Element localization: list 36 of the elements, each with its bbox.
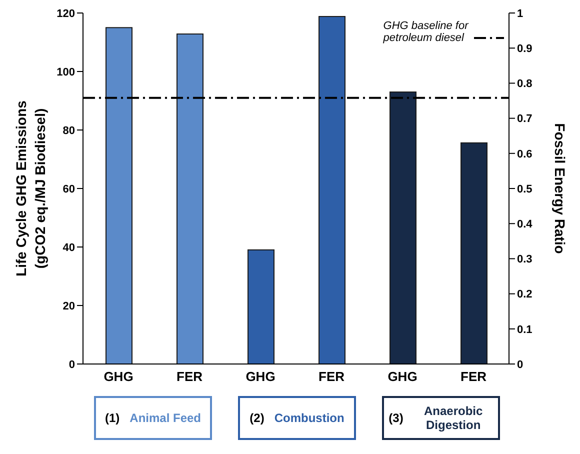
y-tick-label: 0 (68, 358, 75, 371)
y2-tick-label: 0.8 (517, 78, 532, 90)
y-tick-label: 120 (56, 8, 75, 20)
y2-axis-title: Fossil Energy Ratio (552, 123, 568, 254)
text: (2) Combustion (250, 411, 344, 425)
bar (106, 27, 132, 364)
y2-tick-label: 0.4 (517, 218, 534, 231)
y2-tick-label: 0.7 (517, 113, 532, 126)
y2-tick-label: 0.9 (517, 43, 532, 56)
x-tick-label: GHG (104, 369, 134, 384)
text: (3) Anaerobic Digestion (388, 404, 483, 432)
y2-tick-label: 1 (517, 8, 524, 20)
y2-tick-label: 0.1 (517, 324, 532, 336)
x-tick-label: FER (176, 369, 204, 384)
x-tick-label: GHG (388, 369, 418, 384)
y-tick-label: 80 (62, 124, 75, 137)
bar (460, 142, 488, 364)
y-axis-title: Life Cycle GHG Emissions (gCO2 eq./MJ Biodiesel) (13, 100, 48, 276)
bar (176, 34, 204, 364)
y2-tick-label: 0 (517, 358, 524, 371)
x-tick-label: FER (460, 369, 488, 384)
y-tick-label: 60 (62, 183, 75, 196)
bar (390, 91, 416, 364)
bar (318, 16, 346, 364)
y-tick-label: 20 (62, 300, 75, 312)
y2-tick-label: 0.5 (517, 183, 532, 196)
y-tick-label: 100 (56, 66, 75, 78)
y2-tick-label: 0.3 (517, 254, 532, 266)
bar (248, 249, 274, 364)
y2-tick-label: 0.2 (517, 288, 532, 301)
x-tick-label: GHG (246, 369, 276, 384)
y2-tick-label: 0.6 (517, 148, 532, 160)
legend-label: GHG baseline for petroleum diesel (383, 20, 468, 44)
x-tick-label: FER (318, 369, 346, 384)
text: (1) Animal Feed (104, 411, 202, 425)
y-tick-label: 40 (62, 242, 75, 254)
